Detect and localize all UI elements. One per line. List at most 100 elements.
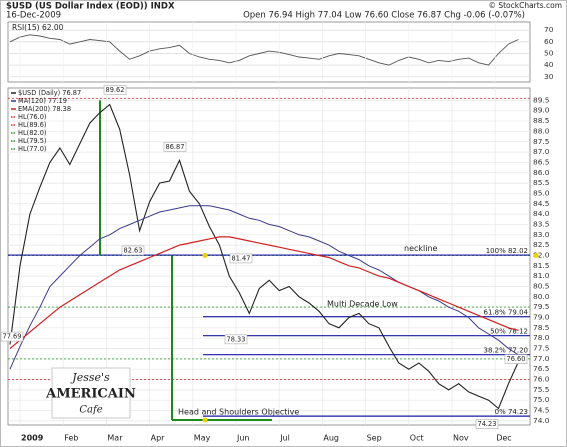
y-tick-label: 81.0 [533,271,550,280]
average-line [9,236,519,349]
y-tick-label: 80.5 [533,281,550,290]
logo-text: Jesse's [70,371,110,384]
x-tick-label: May [194,434,211,443]
legend-label: MA(120) 77.19 [18,97,67,105]
y-tick-label: 85.0 [533,188,550,197]
callout-box [224,334,248,345]
price-line [9,103,520,410]
average-line [9,205,519,370]
legend-label: HL(79.5) [18,137,46,145]
marker-dot [202,417,208,423]
y-tick-label: 75.0 [533,395,550,404]
y-tick-label: 82.5 [533,240,550,249]
x-tick-label: Mar [107,434,123,443]
callout-box [504,354,528,364]
callout-label: 76.60 [507,355,526,363]
callout-box [0,331,24,342]
x-tick-label: Dec [496,434,511,443]
y-tick-label: 75.5 [533,385,550,394]
y-tick-label: 85.5 [533,178,550,187]
y-tick-label: 82.0 [533,250,550,259]
y-tick-label: 86.0 [533,168,550,177]
marker-dot [202,252,208,258]
x-tick-label: Oct [410,434,424,443]
callout-label: 81.47 [232,254,251,262]
y-tick-label: 77.0 [533,354,550,363]
x-tick-label: Jun [236,434,250,443]
callout-box [121,245,145,256]
y-tick-label: 88.0 [533,126,550,135]
rsi-tick-label: 60 [544,37,554,46]
y-tick-label: 84.5 [533,199,550,208]
y-tick-label: 79.0 [533,312,550,321]
callout-box [475,419,499,429]
logo-text: Cafe [79,405,102,416]
quote: Open 76.94 High 77.04 Low 76.60 Close 76… [243,11,525,21]
y-tick-label: 83.0 [533,230,550,239]
legend-label: HL(89.6) [18,121,46,129]
y-tick-label: 84.0 [533,209,550,218]
fib-label: 100% 82.02 [486,247,528,255]
y-tick-label: 88.5 [533,116,550,125]
legend-label: EMA(200) 78.38 [18,105,71,113]
logo-box [51,367,131,419]
y-tick-label: 87.5 [533,137,550,146]
y-tick-label: 83.5 [533,219,550,228]
y-tick-label: 74.0 [533,416,550,425]
callout-label: 82.63 [124,246,143,254]
y-tick-label: 78.0 [533,333,550,342]
x-tick-label: Jul [279,434,290,443]
rsi-panel [7,21,531,83]
y-tick-label: 89.0 [533,106,550,115]
callout-label: 74.23 [478,420,497,428]
x-tick-label: Aug [323,434,339,443]
annotation: neckline [404,244,438,253]
callout-box [229,253,253,264]
rsi-tick-label: 40 [544,60,554,69]
callout-label: 77.69 [3,333,22,341]
x-tick-label: Sep [367,434,382,443]
y-tick-label: 74.5 [533,406,550,415]
legend-label: HL(77.0) [18,145,46,153]
x-tick-label: Nov [453,434,469,443]
y-tick-label: 87.0 [533,147,550,156]
symbol: $USD (US Dollar Index (EOD)) INDX [6,2,175,12]
callout-box [163,141,187,152]
y-tick-label: 77.5 [533,344,550,353]
y-tick-label: 81.5 [533,261,550,270]
fib-label: 0% 74.23 [495,408,528,416]
date: 16-Dec-2009 [6,11,61,21]
rsi-tick-label: 30 [544,72,554,81]
y-tick-label: 89.5 [533,95,550,104]
legend-label: HL(82.0) [18,129,46,137]
callout-box [103,85,127,95]
rsi-title: RSI(15) 62.00 [12,23,64,32]
rsi-tick-label: 70 [544,25,554,34]
annotation: Head and Shoulders Objective [178,408,299,417]
x-tick-label: Apr [151,434,166,443]
callout-label: 86.87 [166,143,185,151]
fib-label: 61.8% 79.04 [483,309,528,317]
rsi-tick-label: 50 [544,48,554,57]
y-tick-label: 86.5 [533,157,550,166]
rsi-line [9,34,519,66]
callout-label: 89.62 [106,86,125,94]
y-tick-label: 80.0 [533,292,550,301]
legend-label: HL(76.0) [18,113,46,121]
y-tick-label: 76.5 [533,364,550,373]
y-tick-label: 79.5 [533,302,550,311]
y-tick-label: 76.0 [533,375,550,384]
fib-label: 38.2% 77.20 [483,347,528,355]
legend-label: $USD (Daily) 76.87 [18,89,81,97]
x-tick-label: 2009 [21,434,44,443]
y-tick-label: 78.5 [533,323,550,332]
source: © StockCharts.com [488,1,562,10]
callout-label: 78.33 [227,335,246,343]
x-tick-label: Feb [64,434,78,443]
fib-label: 50% 78.12 [490,328,528,336]
annotation: Multi Decade Low [327,300,398,309]
marker-dot [533,252,539,258]
logo-text: AMERICAIN [45,387,136,402]
